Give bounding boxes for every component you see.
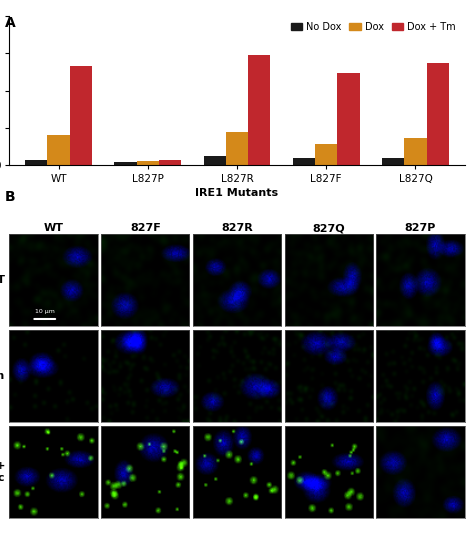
Bar [159, 160, 181, 165]
Bar [248, 55, 271, 165]
Text: A: A [5, 16, 16, 30]
Title: 827P: 827P [405, 223, 436, 233]
Text: B: B [5, 190, 15, 203]
Title: 827Q: 827Q [312, 223, 345, 233]
Bar [427, 62, 449, 165]
Bar [137, 161, 159, 165]
Title: WT: WT [44, 223, 64, 233]
Bar [47, 135, 70, 165]
Bar [203, 156, 226, 165]
Title: 827R: 827R [221, 223, 253, 233]
Bar [404, 138, 427, 165]
Y-axis label: UNT: UNT [0, 276, 5, 285]
Bar [315, 144, 337, 165]
Bar [337, 73, 360, 165]
Bar [382, 159, 404, 165]
Legend: No Dox, Dox, Dox + Tm: No Dox, Dox, Dox + Tm [287, 18, 460, 36]
Bar [114, 162, 137, 165]
Y-axis label: Tm +
4μ8c: Tm + 4μ8c [0, 461, 5, 483]
Bar [25, 160, 47, 165]
Bar [293, 159, 315, 165]
X-axis label: IRE1 Mutants: IRE1 Mutants [195, 188, 279, 198]
Title: 827F: 827F [130, 223, 161, 233]
Bar [70, 66, 92, 165]
Bar [226, 132, 248, 165]
Text: 10 μm: 10 μm [35, 309, 55, 315]
Y-axis label: Tm: Tm [0, 371, 5, 381]
